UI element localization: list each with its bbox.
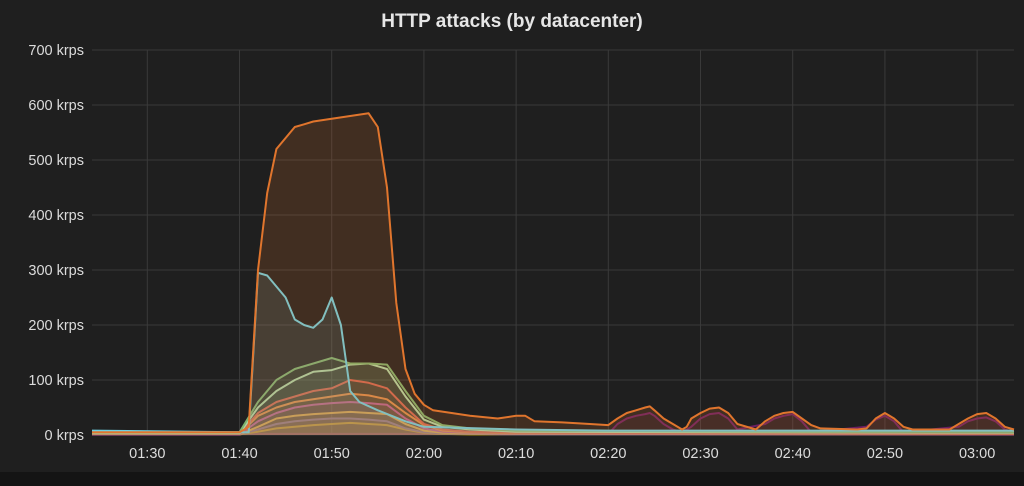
series-6-area	[92, 402, 1014, 435]
x-tick-label: 01:50	[314, 446, 350, 462]
x-tick-label: 02:10	[498, 446, 534, 462]
x-tick-label: 02:00	[406, 446, 442, 462]
x-tick-label: 03:00	[959, 446, 995, 462]
y-tick-label: 600 krps	[28, 98, 84, 114]
y-tick-label: 500 krps	[28, 153, 84, 169]
series-2-area	[92, 358, 1014, 435]
series-7-area	[92, 411, 1014, 435]
x-tick-label: 02:50	[867, 446, 903, 462]
x-tick-label: 01:40	[221, 446, 257, 462]
series-10-line	[92, 412, 1015, 435]
series-3-area	[92, 363, 1014, 435]
series-9-area	[92, 422, 1014, 435]
series-0-line	[92, 112, 1015, 434]
y-tick-label: 0 krps	[45, 428, 85, 444]
series-4-line	[92, 379, 1015, 435]
series-4-area	[92, 380, 1014, 435]
y-tick-label: 700 krps	[28, 43, 84, 59]
y-tick-label: 100 krps	[28, 373, 84, 389]
panel-footer-strip	[0, 472, 1024, 486]
series-8-area	[92, 418, 1014, 435]
y-tick-label: 400 krps	[28, 208, 84, 224]
x-tick-label: 01:30	[129, 446, 165, 462]
series-5-area	[92, 393, 1014, 435]
series-1-line	[91, 271, 1014, 434]
series-0-area	[92, 113, 1014, 436]
y-tick-label: 200 krps	[28, 318, 84, 334]
x-axis: 01:30 01:40 01:50 02:00 02:10 02:20 02:30 02:40…	[129, 446, 995, 462]
series-10-area	[92, 413, 1014, 435]
y-tick-label: 300 krps	[28, 263, 84, 279]
x-tick-label: 02:30	[682, 446, 718, 462]
y-axis: 0 krps 100 krps 200 krps 300 krps 400 krps 50…	[28, 43, 84, 444]
x-tick-label: 02:40	[775, 446, 811, 462]
x-tick-label: 02:20	[590, 446, 626, 462]
series-layer	[91, 112, 1015, 436]
series-1-area	[92, 272, 1014, 435]
chart-title: HTTP attacks (by datacenter)	[381, 11, 643, 32]
grid-lines	[92, 49, 1014, 436]
